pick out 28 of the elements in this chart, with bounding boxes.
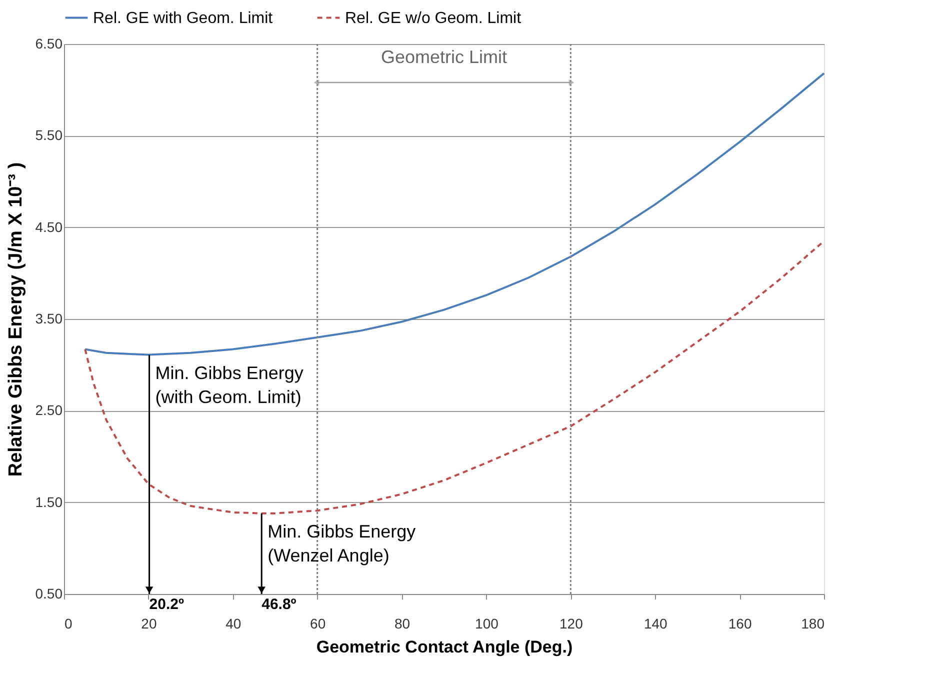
y-tick-label: 4.50 bbox=[35, 218, 63, 235]
x-tick-label: 80 bbox=[394, 616, 410, 632]
line-series bbox=[84, 72, 825, 356]
text: 20.2º bbox=[149, 596, 184, 613]
y-tick-label: 2.50 bbox=[35, 402, 63, 418]
legend-label: Rel. GE w/o Geom. Limit bbox=[345, 10, 522, 27]
y-tick-label: 0.50 bbox=[35, 586, 63, 602]
x-tick-label: 140 bbox=[644, 616, 668, 632]
legend-label: Rel. GE with Geom. Limit bbox=[93, 10, 274, 27]
line-series bbox=[84, 240, 825, 514]
x-tick-label: 160 bbox=[728, 616, 752, 632]
y-tick-label: 5.50 bbox=[35, 127, 63, 144]
x-axis-title: Geometric Contact Angle (Deg.) bbox=[316, 638, 573, 656]
x-tick-label: 40 bbox=[226, 616, 242, 632]
x-tick-label: 0 bbox=[64, 616, 72, 632]
y-tick-label: 3.50 bbox=[35, 310, 63, 326]
x-tick-label: 120 bbox=[559, 616, 584, 632]
x-tick-label: 100 bbox=[475, 616, 499, 632]
y-tick-label: 1.50 bbox=[35, 494, 63, 510]
annotation: Min. Gibbs Energy (Wenzel Angle) bbox=[268, 521, 416, 566]
x-tick-label: 60 bbox=[310, 616, 326, 632]
annotation: Geometric Limit bbox=[380, 46, 508, 67]
y-axis-title: Relative Gibbs Energy (J/m X 10⁻³ ) bbox=[5, 162, 26, 477]
y-tick-label: 6.50 bbox=[35, 36, 63, 52]
text: 46.8º bbox=[262, 596, 297, 613]
x-tick-label: 20 bbox=[141, 616, 157, 632]
x-tick-label: 180 bbox=[801, 616, 825, 632]
annotation: Min. Gibbs Energy (with Geom. Limit) bbox=[155, 362, 304, 407]
